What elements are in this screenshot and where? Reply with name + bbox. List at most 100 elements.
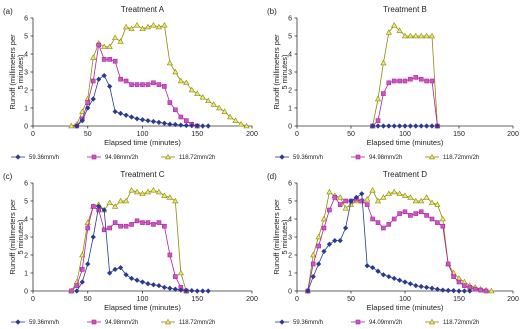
data-point <box>162 84 167 89</box>
chart-panel-c: (c) Treatment C 0 1 2 3 4 5 6 0 50 100 150 200 Elapsed… <box>3 170 258 326</box>
series-line-1 <box>76 205 209 292</box>
data-point <box>337 237 343 244</box>
data-point <box>412 197 419 204</box>
data-point <box>386 273 392 280</box>
panel-label: (c) <box>3 172 13 181</box>
data-point <box>310 251 317 258</box>
data-point <box>375 123 381 129</box>
data-point <box>107 83 113 90</box>
data-point <box>118 223 123 229</box>
data-point <box>133 188 141 195</box>
panel-label: (d) <box>267 172 277 181</box>
data-point <box>396 190 403 197</box>
x-axis-label: Elapsed time (minutes) <box>104 138 181 147</box>
x-tick-label: 200 <box>246 131 258 138</box>
x-tick-label: 200 <box>507 131 519 138</box>
data-point <box>74 123 80 129</box>
y-tick-label: 5 <box>24 198 28 205</box>
legend-entry: 118.72mm/2h <box>443 320 479 326</box>
data-point <box>369 123 376 129</box>
data-point <box>74 288 80 294</box>
data-point <box>117 264 124 271</box>
data-point <box>183 287 189 294</box>
x-tick-label: 50 <box>84 296 92 303</box>
data-point <box>451 274 456 279</box>
data-point <box>96 76 102 82</box>
data-point <box>380 59 387 66</box>
panel-title: Treatment B <box>383 5 427 14</box>
panel-title: Treatment D <box>383 170 427 179</box>
data-point <box>128 186 135 193</box>
series-line-2 <box>372 76 438 127</box>
data-point <box>194 288 200 294</box>
data-point <box>134 116 140 122</box>
data-point <box>161 284 168 291</box>
data-point <box>435 220 440 225</box>
data-point <box>418 123 424 129</box>
data-point <box>424 78 429 84</box>
y-axis-label: Runoff (millimeters per5 minutes) <box>8 199 25 275</box>
data-point <box>450 288 457 294</box>
data-point <box>85 225 91 231</box>
data-point <box>413 123 419 129</box>
data-point <box>408 76 413 82</box>
x-tick-label: 150 <box>453 131 465 138</box>
data-point <box>375 268 381 274</box>
legend-marker <box>279 154 285 160</box>
data-point <box>189 123 195 129</box>
y-tick-label: 4 <box>288 216 292 223</box>
data-point <box>188 86 195 93</box>
data-point <box>423 284 430 291</box>
data-point <box>321 225 327 231</box>
data-point <box>156 82 162 87</box>
data-point <box>161 120 168 126</box>
data-point <box>353 194 360 201</box>
data-point <box>106 199 113 206</box>
data-point <box>161 21 168 28</box>
data-point <box>369 186 376 193</box>
legend-entry: 59.36mm/h <box>29 155 59 161</box>
data-point <box>440 287 446 293</box>
y-tick-label: 4 <box>24 51 28 58</box>
data-point <box>332 237 338 244</box>
data-point <box>134 218 140 224</box>
data-point <box>101 57 107 62</box>
x-tick-label: 100 <box>399 131 411 138</box>
data-point <box>327 207 332 213</box>
data-point <box>401 192 409 198</box>
data-point <box>183 122 189 129</box>
data-point <box>129 82 134 87</box>
x-tick-label: 0 <box>31 131 35 138</box>
y-tick-label: 0 <box>288 288 292 295</box>
legend-entry: 118.72mm/2h <box>443 155 479 161</box>
data-point <box>467 288 473 294</box>
y-tick-label: 1 <box>288 105 292 112</box>
data-point <box>440 223 446 229</box>
data-point <box>462 283 467 288</box>
data-point <box>320 215 328 222</box>
legend-entry: 118.72mm/2h <box>179 320 215 326</box>
data-point <box>117 38 124 44</box>
data-point <box>183 79 190 86</box>
data-point <box>123 78 129 84</box>
data-point <box>199 93 206 100</box>
data-point <box>133 21 141 28</box>
data-point <box>402 78 408 84</box>
data-point <box>156 282 162 289</box>
x-axis-label: Elapsed time (minutes) <box>104 303 181 312</box>
x-tick-label: 100 <box>137 296 149 303</box>
data-point <box>456 288 462 294</box>
data-point <box>364 263 370 269</box>
data-point <box>413 75 419 80</box>
data-point <box>150 21 157 28</box>
data-point <box>326 188 333 195</box>
data-point <box>101 43 108 50</box>
data-point <box>364 195 371 202</box>
data-point <box>418 197 425 204</box>
data-point <box>429 285 435 291</box>
data-point <box>434 123 441 129</box>
data-point <box>128 114 135 120</box>
data-point <box>413 282 419 289</box>
data-point <box>380 272 387 278</box>
series-line-3 <box>372 24 438 127</box>
